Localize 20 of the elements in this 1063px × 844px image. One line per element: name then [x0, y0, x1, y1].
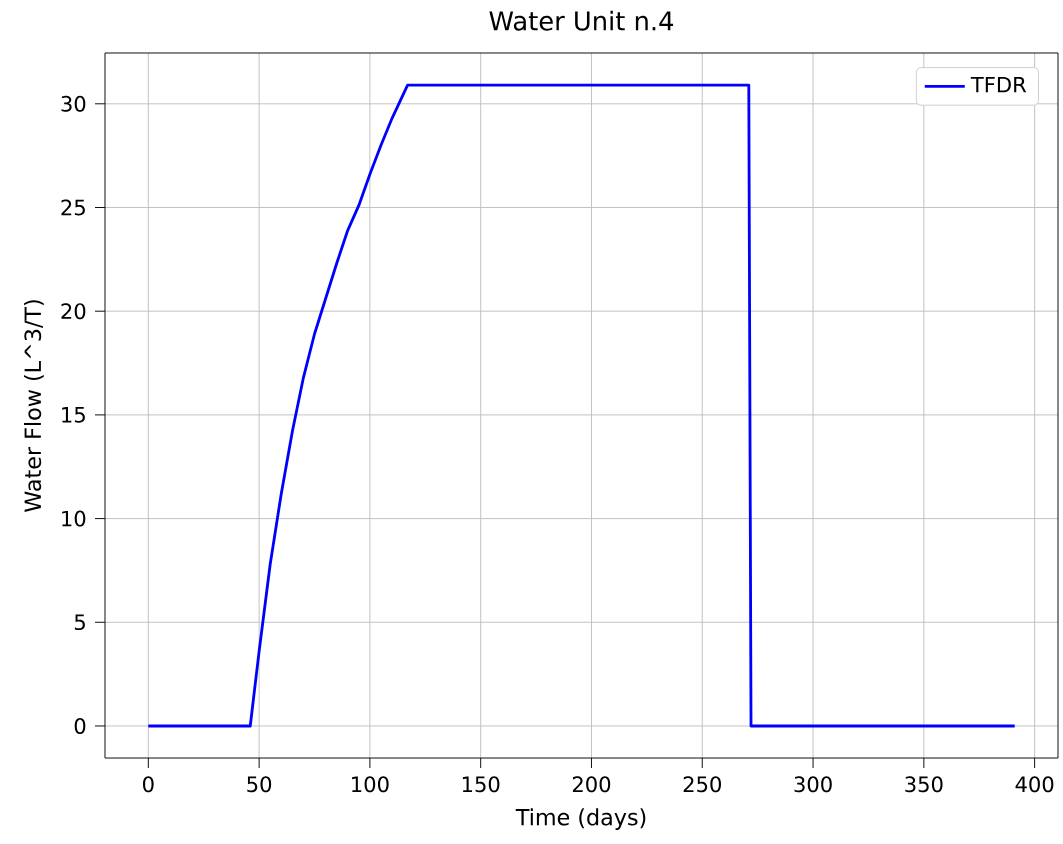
x-tick-label: 50: [247, 776, 272, 793]
y-tick-label: 5: [74, 614, 85, 631]
x-tick-label: 0: [143, 776, 154, 793]
x-tick-label: 300: [794, 776, 832, 793]
x-tick-label: 350: [905, 776, 943, 793]
x-axis-title: Time (days): [515, 808, 646, 830]
legend-label: TFDR: [970, 76, 1027, 93]
y-tick-label: 25: [61, 199, 85, 216]
y-tick-label: 0: [74, 718, 86, 734]
x-tick-label: 150: [462, 776, 500, 793]
chart-title: Water Unit n.4: [489, 10, 674, 31]
x-tick-label: 100: [352, 776, 389, 793]
y-tick-label: 30: [61, 95, 86, 112]
x-tick-label: 250: [683, 776, 721, 793]
x-tick-label: 400: [1015, 776, 1054, 793]
y-tick-label: 10: [62, 510, 86, 527]
y-tick-label: 15: [62, 407, 85, 423]
x-tick-label: 200: [572, 776, 611, 793]
y-axis-title: Water Flow (L^3/T): [23, 300, 44, 512]
y-tick-label: 20: [61, 303, 86, 320]
